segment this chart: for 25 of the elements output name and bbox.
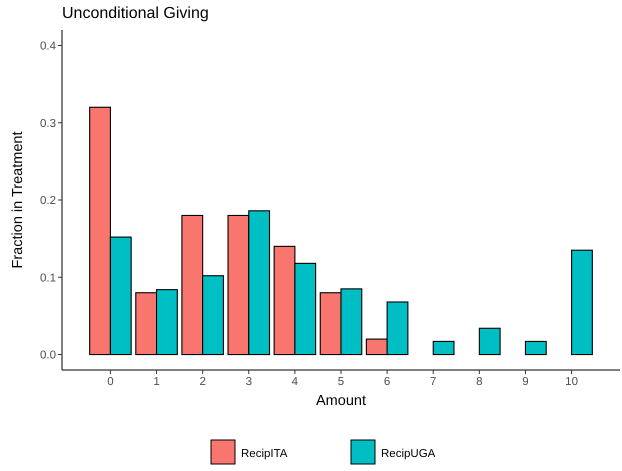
y-tick-label: 0.3	[40, 118, 56, 130]
bar	[432, 340, 455, 356]
y-tick-label: 0.1	[40, 272, 56, 284]
bar	[478, 328, 501, 356]
x-tick-label: 9	[522, 376, 529, 388]
x-tick-label: 5	[338, 376, 344, 388]
y-tick-label: 0.0	[40, 350, 56, 362]
x-tick-label: 3	[246, 376, 252, 388]
legend-label: RecipUGA	[381, 448, 436, 460]
x-tick-label: 8	[476, 376, 483, 388]
x-tick-label: 7	[430, 376, 436, 388]
x-tick-label: 1	[153, 376, 160, 388]
x-tick-label: 4	[292, 376, 299, 388]
x-tick-label: 6	[384, 376, 390, 388]
x-axis-title: Amount	[316, 393, 366, 409]
bar	[524, 340, 547, 356]
x-tick-label: 0	[107, 376, 114, 388]
x-tick-label: 2	[199, 376, 206, 388]
y-axis-title: Fraction in Treatment	[10, 132, 26, 268]
x-tick-label: 10	[565, 376, 578, 388]
bar	[571, 250, 593, 356]
chart-title: Unconditional Giving	[62, 5, 209, 22]
y-tick-label: 0.2	[40, 195, 56, 208]
legend-label: RecipITA	[241, 448, 288, 460]
y-tick-label: 0.4	[40, 40, 57, 52]
